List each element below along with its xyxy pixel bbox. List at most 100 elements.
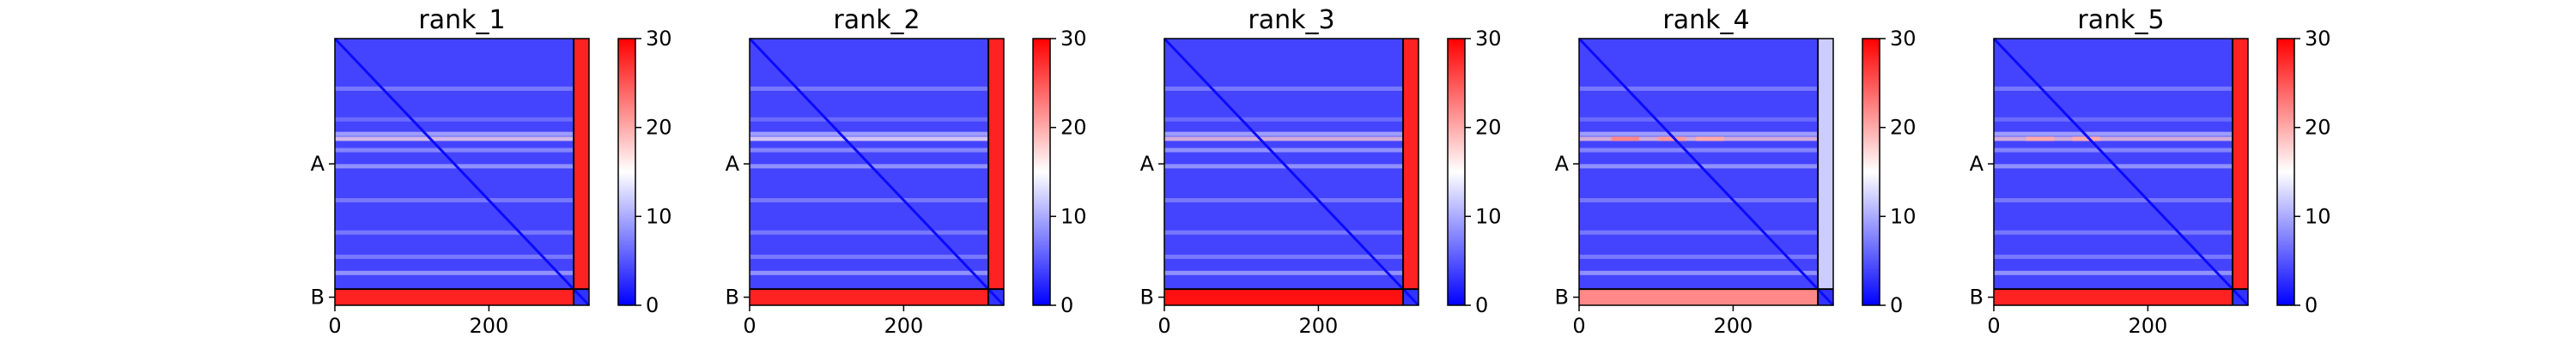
axes-frame [749,38,1005,306]
colorbar-tick-label: 20 [1475,116,1502,140]
y-tick-label: A [726,152,740,176]
x-tick-label: 0 [743,314,756,338]
colorbar-tick-label: 10 [1890,204,1917,228]
band-row [335,117,574,122]
band-row [750,164,989,169]
band-row [750,131,989,136]
panel-title: rank_1 [418,5,505,35]
colorbar-tick-label: 10 [1475,204,1502,228]
block-b-a [1994,289,2233,305]
axes-frame [1993,38,2249,306]
colorbar-tick-label: 30 [2305,27,2331,51]
band-row [750,270,989,275]
band-row [335,254,574,259]
band-row [1164,254,1404,259]
band-row [335,147,574,153]
block-a-b [574,39,589,290]
hot-spot [2026,136,2054,141]
block-a-b [2233,39,2248,290]
band-row [1579,254,1819,259]
x-tick-label: 200 [1713,314,1753,338]
band-row [1164,197,1404,202]
block-b-a [750,289,989,305]
band-row [1994,230,2233,235]
y-tick-label: B [311,286,325,310]
colorbar-tick-label: 0 [1060,293,1073,317]
axes-frame [1578,38,1834,306]
band-row [335,131,574,136]
band-row [1994,197,2233,202]
colorbar [2276,38,2295,306]
panel-title: rank_3 [1248,5,1334,35]
band-row [335,136,574,141]
colorbar [1032,38,1051,306]
band-row [1994,136,2233,141]
band-row [335,197,574,202]
panel-title: rank_2 [833,5,920,35]
block-b-a [335,289,574,305]
colorbar-tick-label: 20 [1060,116,1087,140]
band-row [1164,117,1404,122]
band-row [1579,147,1819,153]
x-tick-label: 0 [1572,314,1585,338]
colorbar-tick-label: 30 [1475,27,1502,51]
band-row [335,230,574,235]
axes-frame [334,38,590,306]
panel-title: rank_4 [1662,5,1749,35]
hot-spot [1696,136,1724,141]
colorbar-tick-label: 20 [2305,116,2331,140]
band-row [1579,230,1819,235]
colorbar-tick-label: 0 [646,293,659,317]
colorbar-tick-label: 10 [646,204,672,228]
band-row [1164,230,1404,235]
y-tick-label: A [1555,152,1570,176]
band-row [750,86,989,91]
block-b-a [1579,289,1819,305]
y-tick-label: B [1555,286,1569,310]
x-tick-label: 0 [328,314,341,338]
x-tick-label: 200 [469,314,508,338]
band-row [1579,164,1819,169]
band-row [1579,197,1819,202]
y-tick-label: A [1970,152,1984,176]
y-tick-label: A [311,152,325,176]
colorbar-tick-label: 30 [1890,27,1917,51]
diagonal-line [1163,37,1420,307]
band-row [335,164,574,169]
band-row [1994,131,2233,136]
band-row [750,117,989,122]
band-row [1164,136,1404,141]
colorbar-tick-label: 20 [1890,116,1917,140]
band-row [1164,147,1404,153]
band-row [1164,164,1404,169]
colorbar-tick-label: 10 [2305,204,2331,228]
panel-title: rank_5 [2077,5,2164,35]
axes-frame [1163,38,1419,306]
block-a-b [1818,39,1833,290]
x-tick-label: 200 [884,314,923,338]
band-row [1164,86,1404,91]
band-row [335,270,574,275]
colorbar [617,38,636,306]
band-row [750,197,989,202]
x-tick-label: 200 [1298,314,1338,338]
colorbar [1862,38,1880,306]
block-a-b [1403,39,1419,290]
y-tick-label: B [726,286,739,310]
band-row [1994,254,2233,259]
band-row [750,136,989,141]
colorbar-tick-label: 0 [2305,293,2318,317]
band-row [1994,270,2233,275]
x-tick-label: 0 [1987,314,2000,338]
hot-spot [2072,136,2100,141]
colorbar [1447,38,1466,306]
x-tick-label: 200 [2128,314,2167,338]
y-tick-label: B [1970,286,1984,310]
band-row [1994,86,2233,91]
band-row [750,254,989,259]
